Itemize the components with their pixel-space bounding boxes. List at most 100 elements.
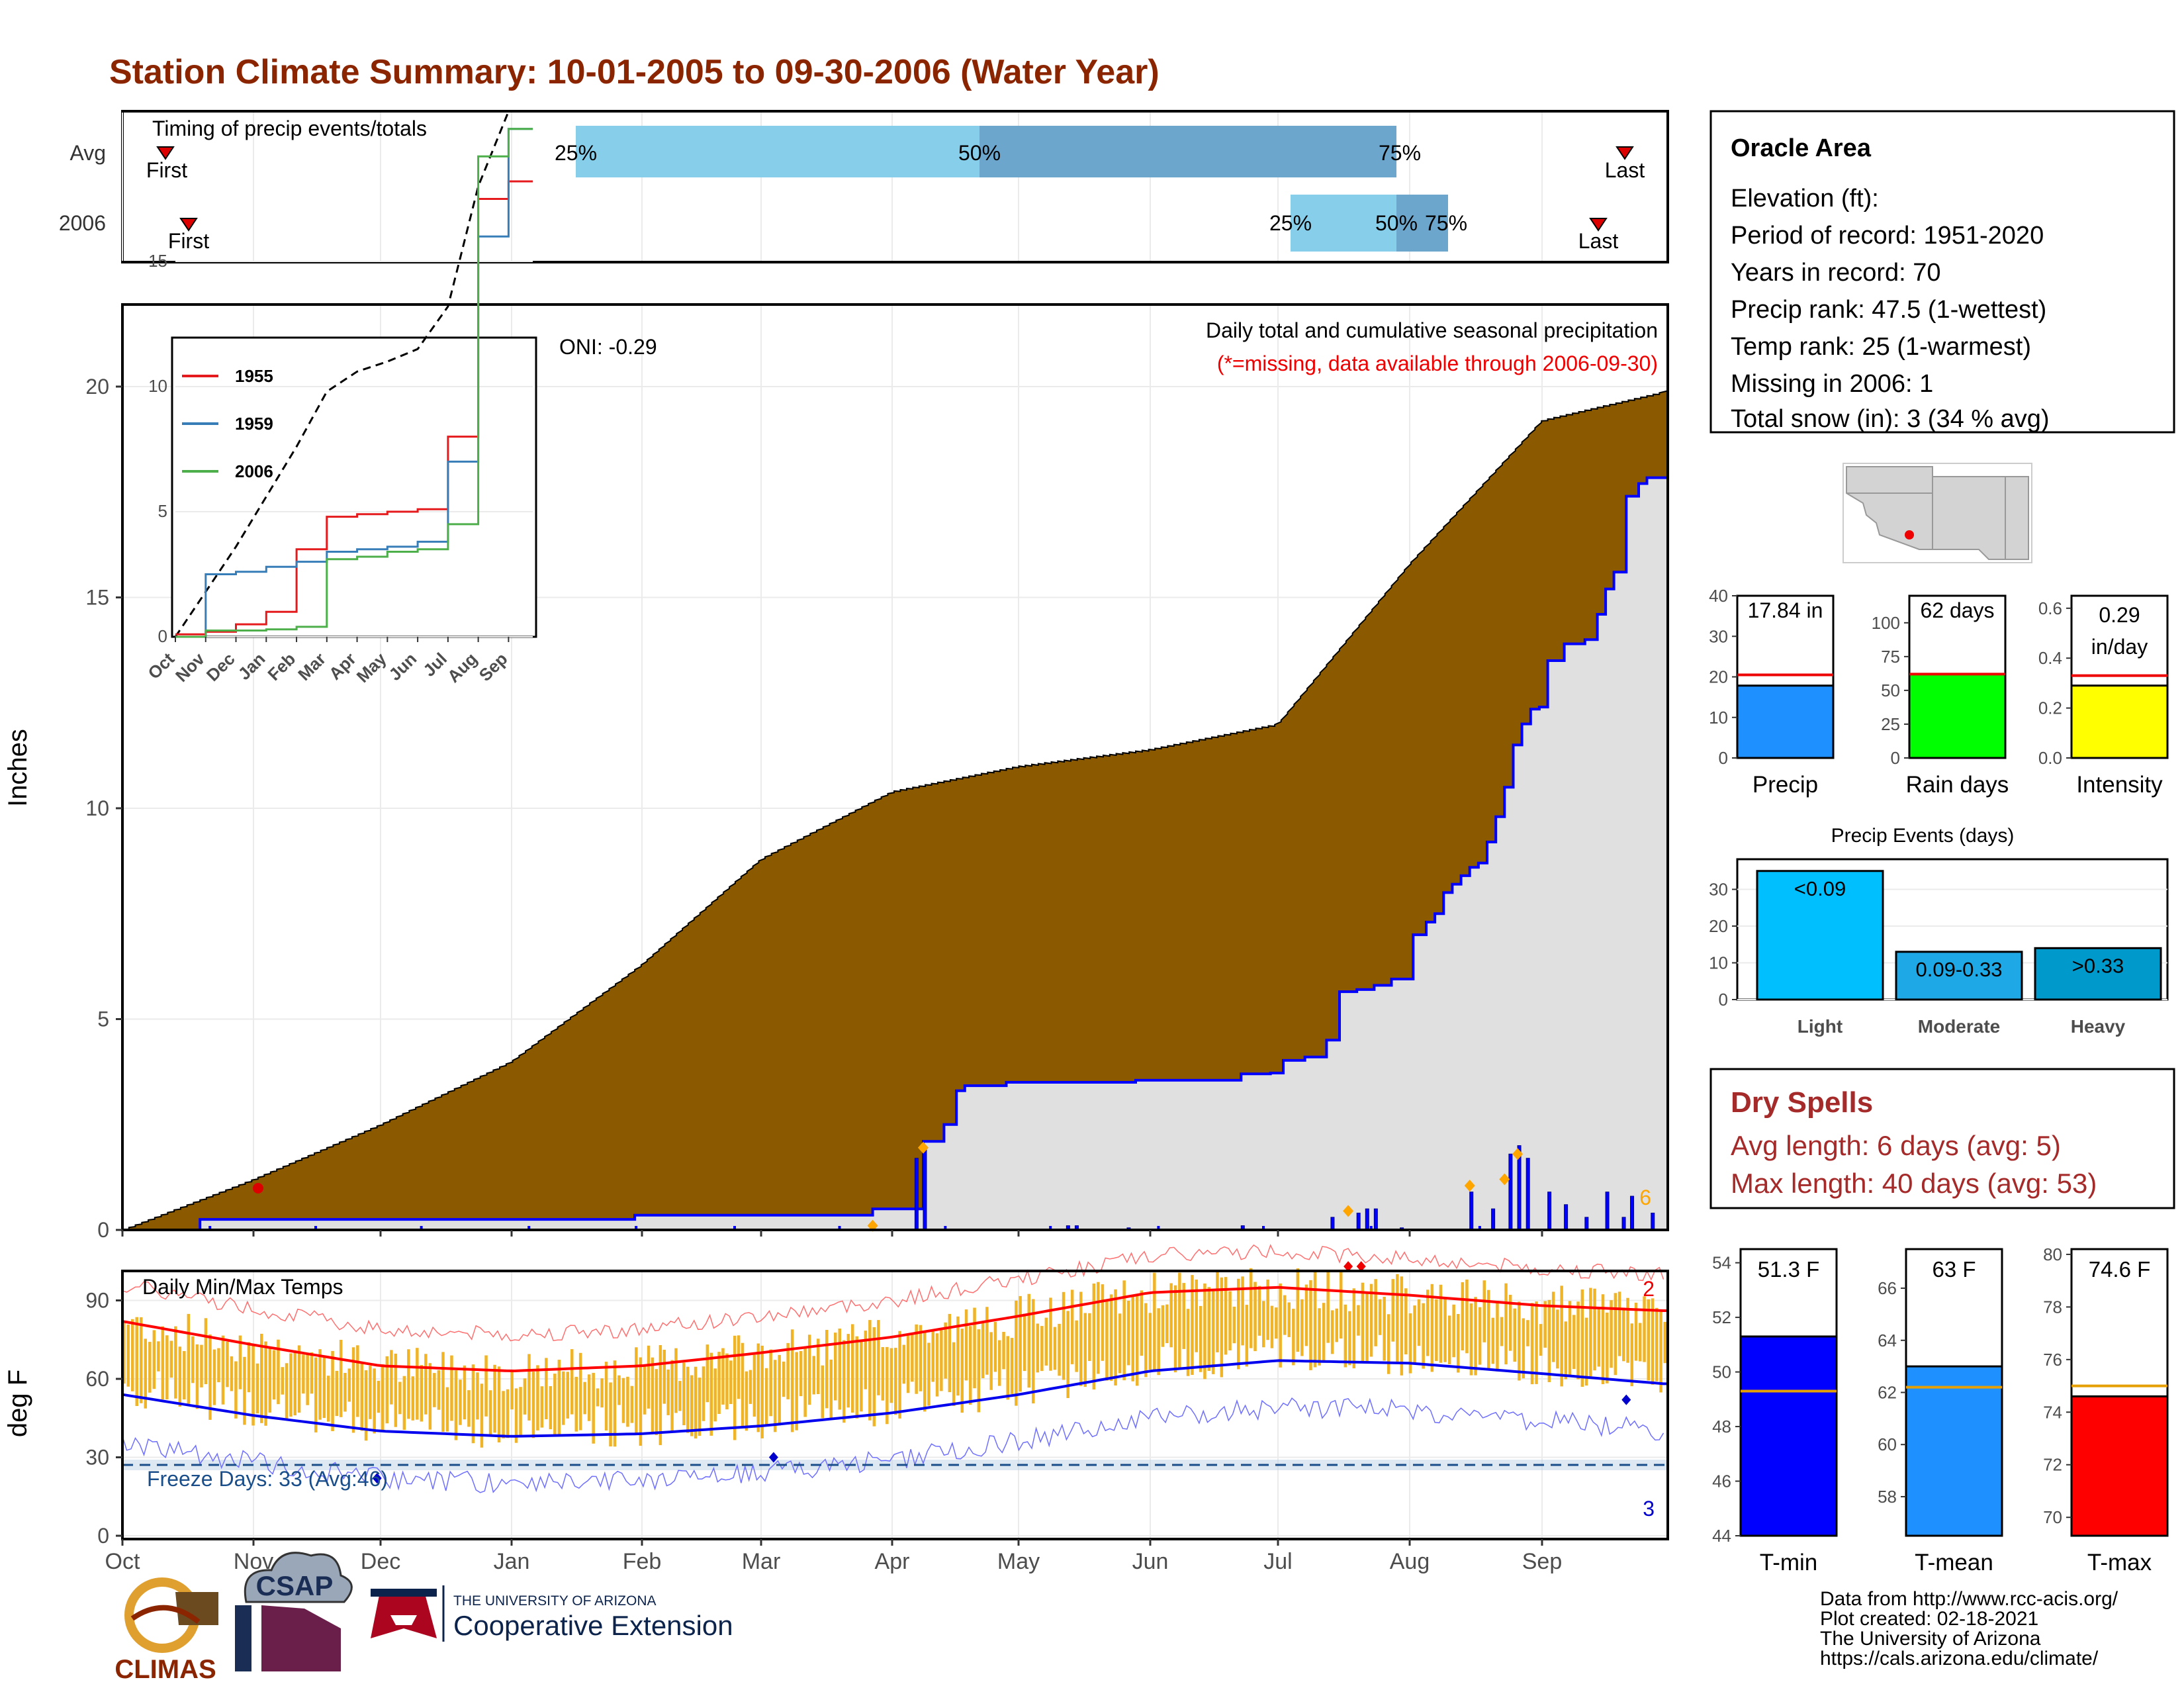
timing-2006-bar-50-75 [1396,195,1448,252]
daily-temp-bar [709,1352,713,1436]
daily-temp-bar [364,1370,368,1441]
month-tick-label: Jul [1263,1549,1292,1574]
daily-temp-bar [1651,1298,1655,1385]
daily-temp-bar [948,1313,952,1393]
daily-temp-bar [752,1354,756,1417]
month-tick-label: Dec [361,1549,400,1574]
month-tick-label: Feb [623,1549,662,1574]
summary-bar-label: Precip [1752,772,1818,798]
summary-bar-y-tick-label: 0 [1719,748,1728,768]
csap-mountain [261,1605,341,1671]
summary-bar-y-tick-label: 100 [1872,613,1900,633]
daily-precip-bar [1373,1208,1378,1231]
y2006-25-label: 25% [1269,211,1312,235]
daily-temp-bar [674,1348,678,1413]
daily-temp-bar [1182,1283,1185,1349]
daily-precip-bar [1584,1226,1588,1230]
daily-temp-bar [1224,1277,1228,1355]
daily-temp-bar [807,1335,811,1405]
daily-temp-bar [1322,1303,1326,1362]
daily-temp-bar [519,1387,522,1435]
climas-logo-shape [175,1592,218,1625]
daily-temp-bar [1296,1268,1300,1352]
daily-temp-bar [578,1352,582,1430]
daily-temp-bar [1369,1284,1373,1357]
summary-bar-precip: 17.84 in 0 10 20 30 40 Precip [1709,586,1835,798]
daily-temp-bar [251,1344,255,1426]
daily-precip-bar [1049,1226,1052,1230]
summary-bar-value-unit: in/day [2091,635,2148,659]
daily-temp-bar [1439,1284,1443,1363]
daily-temp-bar [1279,1283,1282,1368]
daily-temp-bar [583,1382,586,1415]
daily-temp-bar [1092,1284,1096,1390]
daily-temp-bar [264,1341,267,1426]
daily-temp-bar [1027,1293,1030,1388]
precip-event-bar-value: 0.09-0.33 [1916,958,2003,981]
daily-temp-bar [1530,1303,1534,1385]
daily-temp-bar [698,1378,702,1436]
daily-temp-bar [1551,1291,1555,1362]
daily-temp-bar [454,1370,458,1440]
daily-temp-bar [1526,1320,1529,1346]
station-line-snow: Total snow (in): 3 (34 % avg) [1731,405,2050,433]
daily-precip-bar [1356,1213,1361,1231]
temp-summary-y-tick-label: 44 [1712,1526,1731,1546]
daily-temp-bar [1262,1301,1265,1348]
daily-temp-bar [756,1343,760,1432]
daily-temp-bar [411,1376,415,1421]
daily-temp-bar [829,1359,833,1419]
daily-temp-bar [764,1368,768,1425]
legend-label-2006: 2006 [235,461,273,481]
daily-temp-bar [390,1350,393,1405]
daily-temp-bar [221,1335,225,1405]
footer-line-university: The University of Arizona [1820,1628,2041,1650]
daily-temp-bar [940,1330,943,1391]
daily-temp-bar [1659,1311,1662,1393]
temp-summary-y-tick-label: 46 [1712,1472,1731,1491]
ua-big-text: Cooperative Extension [453,1610,733,1641]
summary-bar-y-tick-label: 30 [1709,626,1728,646]
daily-temp-bar [1335,1308,1338,1342]
y2006-50-label: 50% [1375,211,1418,235]
month-tick-label: Jun [1132,1549,1169,1574]
daily-temp-bar [1572,1315,1576,1370]
station-location-dot [1905,530,1914,539]
record-low-marker [1621,1394,1631,1405]
daily-temp-bar [1474,1297,1477,1376]
daily-temp-bar [527,1354,531,1421]
climas-logo-text: CLIMAS [114,1655,216,1684]
daily-temp-bar [1589,1288,1592,1377]
timing-avg-bar-25-50 [576,126,979,177]
daily-temp-bar [911,1335,914,1382]
daily-temp-bar [281,1367,284,1395]
daily-temp-bar [717,1352,721,1414]
daily-temp-bar [960,1329,964,1413]
timing-avg-bar-50-75 [979,126,1396,177]
precip-y-tick-label: 5 [97,1008,109,1031]
daily-temp-bar [1006,1336,1009,1400]
precip-events-y-tick-label: 10 [1709,953,1728,973]
daily-temp-bar [690,1375,694,1436]
daily-temp-bar [1378,1299,1382,1335]
daily-temp-bar [702,1366,705,1421]
daily-temp-bar [1576,1301,1580,1380]
daily-temp-bar [356,1345,359,1417]
avg-min-line [122,1359,1668,1438]
daily-temp-bar [1186,1309,1190,1376]
record-low-marker [372,1473,382,1484]
daily-temp-bar [1404,1288,1408,1354]
daily-temp-bar [1522,1318,1525,1379]
daily-temp-bar [600,1378,604,1408]
temp-summary-y-tick-label: 48 [1712,1417,1731,1436]
csap-cloud [244,1552,353,1603]
daily-temp-bar [1504,1283,1508,1365]
footer-line-url: https://cals.arizona.edu/climate/ [1820,1648,2099,1669]
daily-temp-bar [725,1353,729,1410]
daily-precip-bar [914,1158,919,1231]
daily-temp-bar [1400,1276,1404,1376]
csap-logo: CSAP [235,1552,353,1671]
daily-temp-bar [1622,1307,1625,1362]
daily-temp-bar [1075,1320,1078,1372]
precip-events-y-tick-label: 20 [1709,916,1728,936]
